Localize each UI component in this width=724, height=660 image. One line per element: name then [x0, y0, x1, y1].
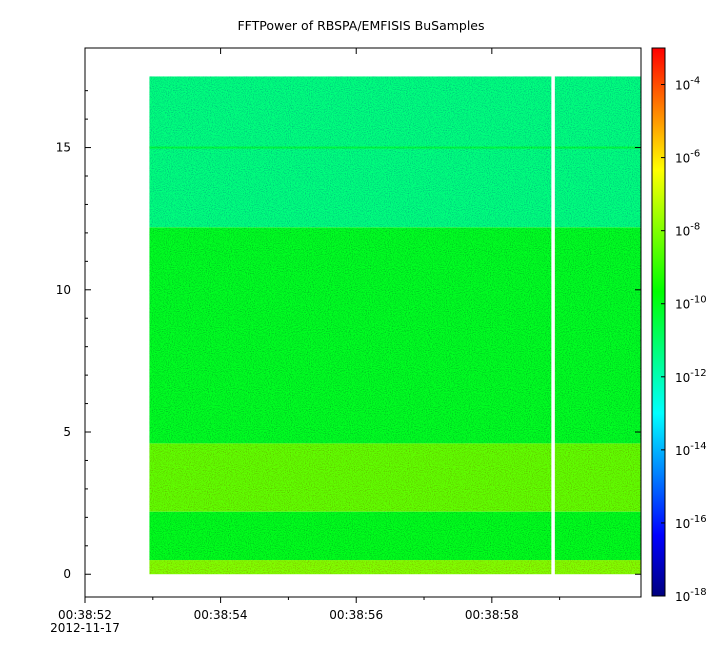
colorbar: 10-4 10-6 10-8 10-10 10-12 10-14 10-16 10-18	[651, 47, 707, 604]
spectrogram-band-2	[149, 443, 642, 512]
colorbar-label--14: 10-14	[675, 441, 707, 458]
y-tick-label-5: 5	[63, 425, 71, 439]
y-axis: 0 5 10 15	[56, 90, 641, 581]
colorbar-label--18: 10-18	[675, 587, 707, 604]
x-tick-label-00:38:54: 00:38:54	[194, 608, 248, 622]
colorbar-label--10: 10-10	[675, 295, 707, 312]
y-tick-label-15: 15	[56, 141, 71, 155]
x-date-label: 2012-11-17	[50, 621, 120, 635]
colorbar-label--4: 10-4	[675, 76, 700, 93]
spectrogram-band-4	[149, 76, 642, 228]
y-tick-label-0: 0	[63, 567, 71, 581]
plot-area	[149, 75, 642, 576]
colorbar-label--6: 10-6	[675, 149, 700, 166]
colorbar-label--8: 10-8	[675, 222, 700, 239]
x-tick-label-00:38:56: 00:38:56	[329, 608, 383, 622]
spectrogram-band-0	[149, 560, 642, 575]
spectrogram-image	[149, 76, 642, 575]
chart-title: FFTPower of RBSPA/EMFISIS BuSamples	[237, 18, 484, 33]
spectrogram-band-3	[149, 227, 642, 444]
colorbar-label--12: 10-12	[675, 368, 707, 385]
spectrogram-band-1	[149, 511, 642, 561]
data-gap	[551, 75, 555, 576]
colorbar-scale	[651, 47, 666, 597]
x-tick-label-00:38:58: 00:38:58	[465, 608, 519, 622]
plot-frame	[84, 47, 642, 598]
colorbar-label--16: 10-16	[675, 514, 707, 531]
x-tick-label-00:38:52: 00:38:52	[58, 608, 112, 622]
y-tick-label-10: 10	[56, 283, 71, 297]
spectral-line-0	[149, 146, 642, 149]
